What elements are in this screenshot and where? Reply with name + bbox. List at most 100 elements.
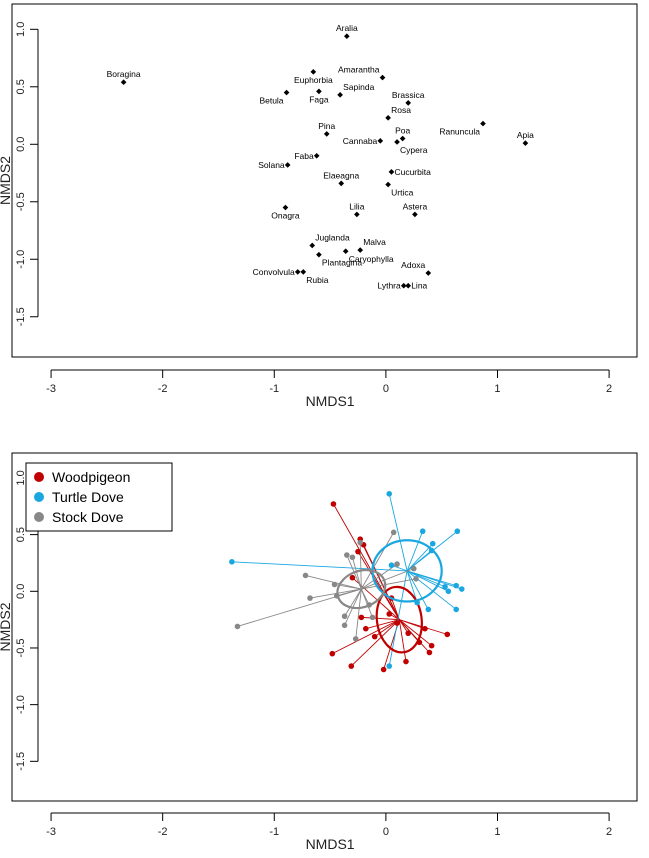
point-label: Sapinda [343,82,374,92]
data-point [120,79,127,86]
data-point [394,561,400,567]
y-tick-label: 0.5 [15,79,27,94]
data-point [425,270,432,276]
data-point [442,583,448,590]
data-point [371,633,378,640]
point-label: Faba [294,151,314,161]
point-label: Boragina [107,69,141,79]
data-point [354,211,360,218]
spider-line [231,561,408,572]
data-point [333,593,340,599]
data-point [453,582,459,589]
spider-line [406,570,429,610]
x-tick-label: -3 [46,826,56,838]
data-point [379,74,386,81]
data-point [428,547,435,554]
legend-marker [34,472,44,482]
data-point [358,614,365,621]
data-point [388,169,395,175]
point-label: Pina [318,121,335,131]
point-label: Cannaba [343,136,378,146]
x-tick-label: -1 [269,383,279,395]
data-point [338,180,345,187]
point-label: Juglanda [315,232,350,242]
data-point [458,586,465,592]
spider-line [350,619,400,667]
spider-line [333,503,400,620]
y-tick-label: -0.5 [15,638,27,657]
data-point [399,135,406,142]
data-point [410,565,417,572]
data-point [522,140,529,146]
point-label: Faga [309,94,329,104]
data-point [357,247,364,253]
spider-line [398,619,432,647]
data-point [480,120,486,127]
point-label: Rosa [391,105,411,115]
data-point [429,540,436,547]
spider-line [398,619,430,653]
data-point [385,181,391,188]
y-tick-label: 0.5 [15,527,27,542]
x-tick-label: -2 [158,826,168,838]
point-label: Cucurbita [394,167,431,177]
data-point [323,131,330,137]
point-label: Plantagina [322,258,362,268]
point-label: Lythra [377,281,401,291]
legend-label: Woodpigeon [52,469,130,485]
plot-frame [11,3,638,358]
plot-frame [11,452,638,802]
data-point [234,623,241,630]
species-nmds-plot: -3 -2 -1 0 1 2 NMDS1 1.0 0.5 0.0 -0.5 -1.0 -1.5 NMDS2… [0,3,638,409]
spider-line [359,542,362,590]
point-label: Caryophylla [349,254,394,264]
x-tick-label: 0 [383,826,389,838]
data-point [310,69,317,75]
spider-line [361,568,414,590]
spider-line [361,578,417,590]
data-point [343,33,350,40]
data-point [282,204,289,211]
y-tick-label: -0.5 [15,192,27,211]
data-point [307,595,313,601]
data-point [445,588,452,595]
data-point [342,248,349,255]
data-point [386,611,393,617]
legend-marker [34,512,44,522]
data-point [348,663,355,669]
y-tick-label: 1.0 [15,22,27,37]
spider-line [361,563,398,590]
data-point [283,89,290,96]
spider-line [351,557,362,590]
y-axis-label: NMDS2 [0,602,13,651]
x-tick-label: -2 [158,383,168,395]
spider-line [360,532,395,590]
data-point [341,622,348,629]
data-point [316,88,322,95]
point-label: Solana [258,160,285,170]
point-label: Onagra [271,211,300,221]
data-point [412,211,418,218]
data-point [229,559,235,565]
y-tick-label: -1.5 [15,752,27,771]
data-point [414,599,420,606]
spider-line [365,619,400,630]
x-tick-label: 1 [494,826,500,838]
data-point [349,574,356,581]
y-tick-label: 0.0 [15,584,27,599]
y-tick-label: 1.0 [15,470,27,485]
point-label: Adoxa [401,260,425,270]
data-point [422,625,428,632]
spider-line [355,588,362,639]
data-point [394,620,400,626]
data-point [316,251,322,258]
data-point [362,625,369,632]
legend-marker [34,492,44,502]
spider-line [391,597,400,620]
data-point [413,576,419,582]
data-point [337,92,343,98]
data-point [425,606,432,613]
x-axis-label: NMDS1 [306,393,355,409]
x-tick-label: -1 [269,826,279,838]
point-label: Elaeagna [323,170,359,180]
